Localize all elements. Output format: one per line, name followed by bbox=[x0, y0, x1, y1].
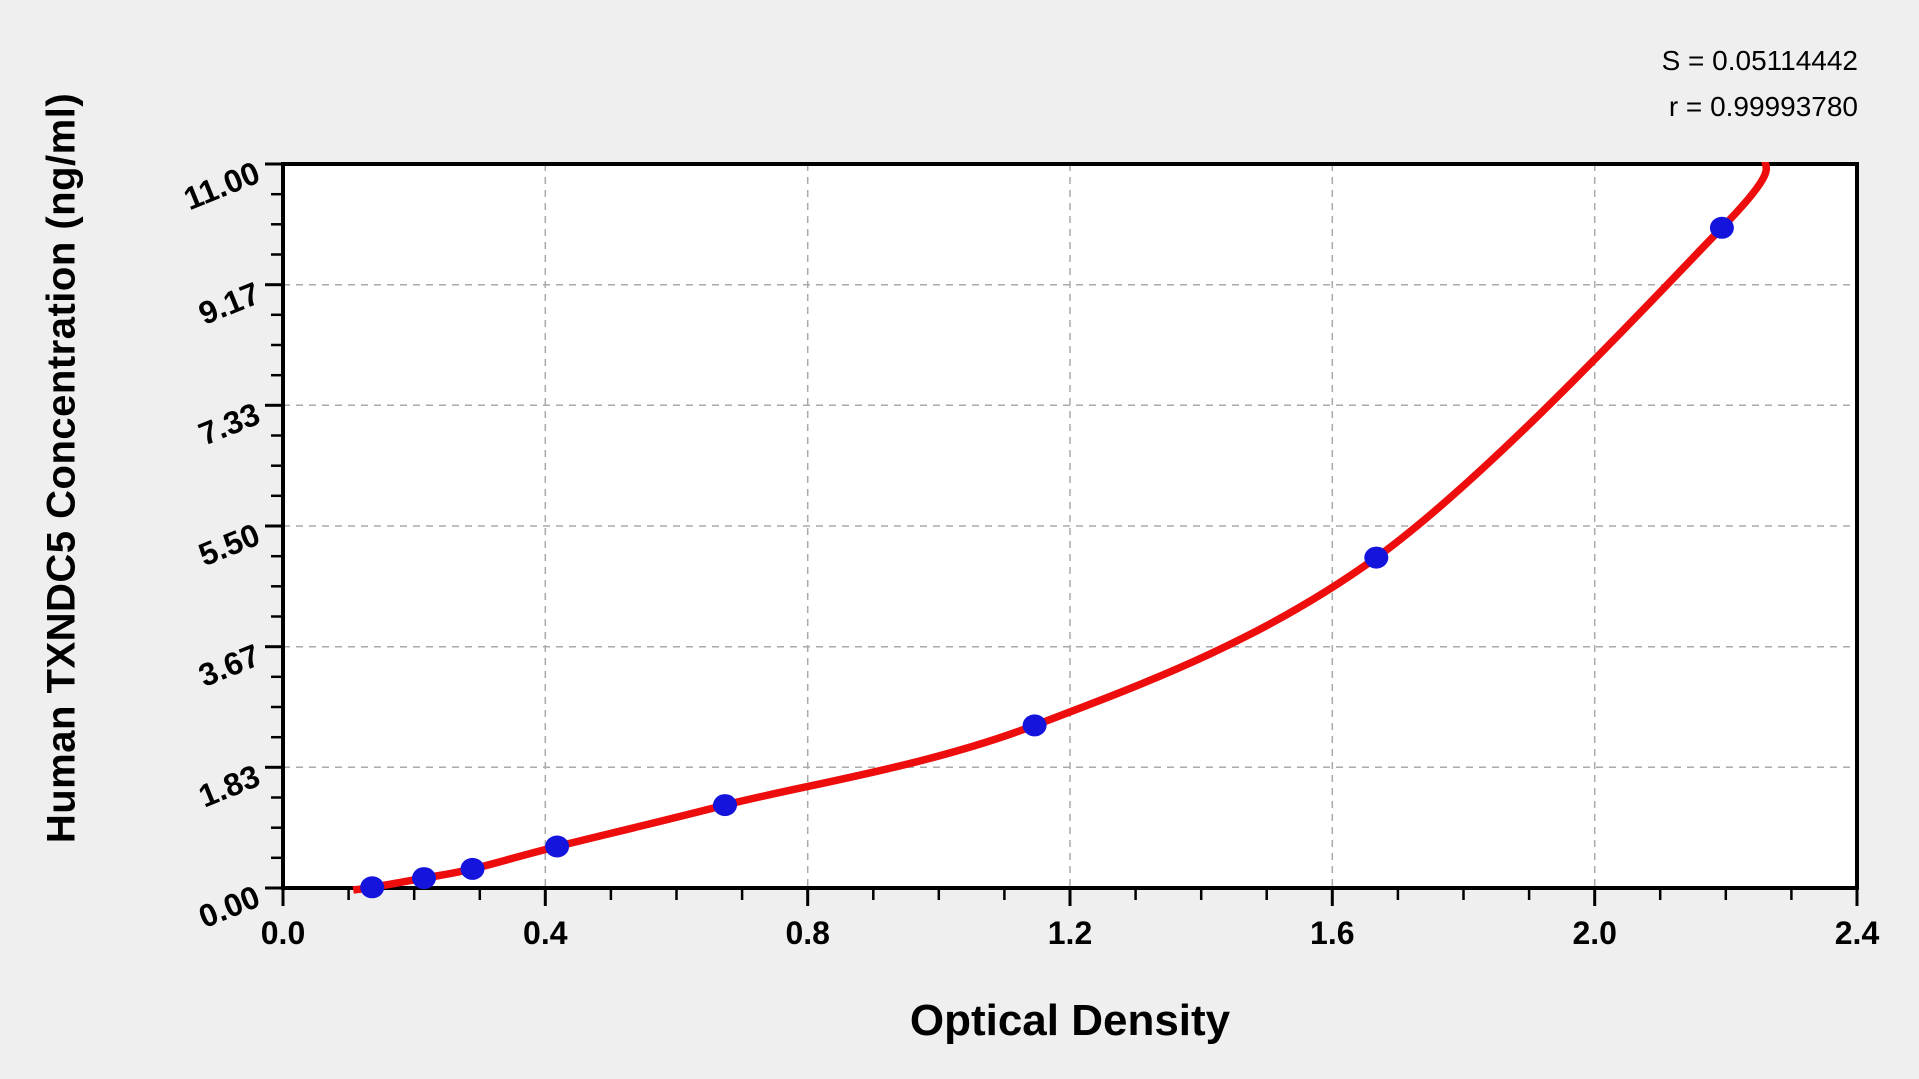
data-point bbox=[1709, 216, 1734, 239]
x-tick-label: 0.8 bbox=[785, 915, 829, 951]
y-tick-label: 3.67 bbox=[194, 637, 265, 694]
x-tick-label: 0.0 bbox=[261, 915, 305, 951]
x-tick-label: 1.6 bbox=[1310, 915, 1354, 951]
data-point bbox=[1364, 546, 1389, 569]
data-point bbox=[360, 876, 385, 899]
plot-border bbox=[281, 162, 1859, 890]
s-value-label: S = 0.05114442 bbox=[1661, 45, 1858, 76]
data-point bbox=[713, 794, 737, 817]
x-tick-label: 2.0 bbox=[1572, 915, 1616, 951]
data-point bbox=[412, 867, 436, 890]
x-tick-label: 0.4 bbox=[523, 915, 568, 951]
data-point bbox=[545, 835, 570, 858]
y-tick-label: 1.83 bbox=[194, 758, 265, 815]
y-tick-label: 9.17 bbox=[194, 275, 265, 332]
fit-statistics: S = 0.05114442 r = 0.99993780 bbox=[1662, 38, 1858, 130]
x-tick-label: 1.2 bbox=[1048, 915, 1092, 951]
x-axis-title: Optical Density bbox=[909, 996, 1231, 1045]
y-tick-label: 0.00 bbox=[194, 878, 265, 935]
y-tick-label: 11.00 bbox=[179, 154, 265, 217]
data-point bbox=[1022, 714, 1047, 737]
data-point bbox=[460, 857, 485, 880]
r-value-label: r = 0.99993780 bbox=[1668, 91, 1858, 122]
y-tick-label: 5.50 bbox=[194, 516, 265, 573]
y-tick-label: 7.33 bbox=[194, 396, 265, 453]
x-tick-label: 2.4 bbox=[1835, 915, 1880, 951]
